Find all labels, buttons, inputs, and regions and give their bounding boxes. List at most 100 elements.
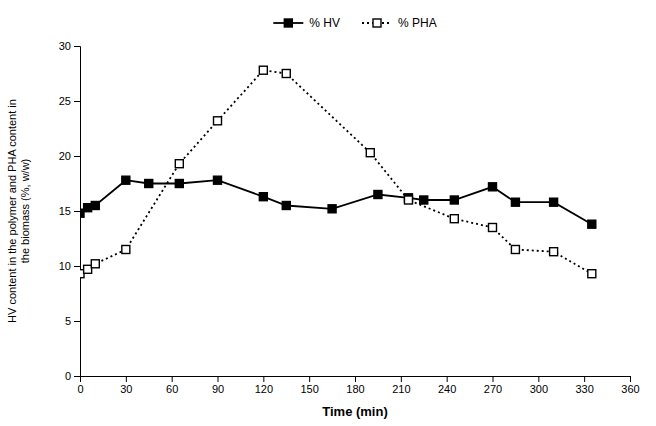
point xyxy=(511,198,519,206)
y-axis-title: HV content in the polymer and PHA conten… xyxy=(6,99,31,323)
y-axis-tick: 25 xyxy=(59,95,80,107)
point xyxy=(175,180,183,188)
x-axis-tick-label: 120 xyxy=(255,383,273,395)
y-axis-line xyxy=(74,47,81,377)
x-axis-tick-label: 150 xyxy=(300,383,318,395)
y-axis-tick: 0 xyxy=(65,370,80,382)
point xyxy=(84,204,92,212)
point xyxy=(420,196,428,204)
x-axis-tick-mark xyxy=(584,376,585,382)
y-axis-tick: 10 xyxy=(59,260,80,272)
y-axis-tick-mark xyxy=(74,211,80,212)
point xyxy=(489,224,497,232)
point xyxy=(404,196,412,204)
series-line xyxy=(80,70,592,274)
legend: % HV % PHA xyxy=(273,16,436,30)
x-axis-tick: 60 xyxy=(166,376,178,395)
plot-area: 0306090120150180210240270300330360051015… xyxy=(6,40,640,419)
legend-item: % HV xyxy=(273,16,340,30)
x-axis-tick: 0 xyxy=(77,376,83,395)
x-axis-tick: 360 xyxy=(621,376,639,395)
y-axis-tick-mark xyxy=(74,46,80,47)
legend-marker xyxy=(373,19,381,27)
y-axis-tick-label: 25 xyxy=(59,95,71,107)
y-axis-tick-label: 15 xyxy=(59,205,71,217)
point xyxy=(214,176,222,184)
point xyxy=(550,248,558,256)
point xyxy=(259,193,267,201)
y-axis-title-line: HV content in the polymer and PHA conten… xyxy=(6,99,18,323)
point xyxy=(588,270,596,278)
y-axis-tick: 15 xyxy=(59,205,80,217)
y-axis-tick-mark xyxy=(74,266,80,267)
y-axis-tick: 30 xyxy=(59,40,80,52)
point xyxy=(259,66,267,74)
y-axis-tick-mark xyxy=(74,101,80,102)
point xyxy=(175,160,183,168)
x-axis-tick: 270 xyxy=(484,376,502,395)
x-axis-tick-mark xyxy=(263,376,264,382)
x-axis-tick-mark xyxy=(126,376,127,382)
point xyxy=(122,246,130,254)
point xyxy=(511,246,519,254)
point xyxy=(282,202,290,210)
point xyxy=(588,220,596,228)
x-axis-tick-label: 330 xyxy=(575,383,593,395)
x-axis-tick: 330 xyxy=(575,376,593,395)
point xyxy=(84,265,92,273)
x-axis-tick-mark xyxy=(447,376,448,382)
y-axis-tick-label: 20 xyxy=(59,150,71,162)
point xyxy=(450,215,458,223)
x-axis-tick-label: 60 xyxy=(166,383,178,395)
point xyxy=(450,196,458,204)
x-axis-title: Time (min) xyxy=(322,404,388,419)
y-axis-tick-mark xyxy=(74,156,80,157)
y-axis-tick: 20 xyxy=(59,150,80,162)
x-axis-tick-label: 300 xyxy=(530,383,548,395)
point xyxy=(91,202,99,210)
point xyxy=(145,180,153,188)
x-axis-tick: 30 xyxy=(120,376,132,395)
y-axis-tick-label: 30 xyxy=(59,40,71,52)
legend-label: % HV xyxy=(309,16,340,30)
point xyxy=(374,191,382,199)
x-axis-tick-mark xyxy=(309,376,310,382)
point xyxy=(366,149,374,157)
point xyxy=(214,117,222,125)
x-axis-tick-mark xyxy=(218,376,219,382)
x-axis-line xyxy=(81,377,631,383)
x-axis-tick-label: 210 xyxy=(392,383,410,395)
point xyxy=(91,260,99,268)
y-axis-tick-mark xyxy=(74,376,80,377)
x-axis: 0306090120150180210240270300330360 xyxy=(77,376,639,395)
chart: 0306090120150180210240270300330360051015… xyxy=(0,0,656,426)
x-axis-tick-mark xyxy=(493,376,494,382)
point xyxy=(122,176,130,184)
marks xyxy=(80,66,596,278)
x-axis-tick-mark xyxy=(630,376,631,382)
x-axis-tick-mark xyxy=(172,376,173,382)
point xyxy=(550,198,558,206)
point xyxy=(489,183,497,191)
legend-label: % PHA xyxy=(398,16,437,30)
legend-item: % PHA xyxy=(362,16,437,30)
series-line xyxy=(80,180,592,224)
x-axis-tick: 90 xyxy=(212,376,224,395)
y-axis-tick-label: 0 xyxy=(65,370,71,382)
point xyxy=(282,70,290,78)
x-axis-tick: 180 xyxy=(346,376,364,395)
x-axis-tick: 150 xyxy=(300,376,318,395)
x-axis-tick-label: 30 xyxy=(120,383,132,395)
y-axis-tick: 5 xyxy=(65,315,80,327)
x-axis-tick-label: 360 xyxy=(621,383,639,395)
x-axis-tick-label: 270 xyxy=(484,383,502,395)
y-axis-tick-label: 10 xyxy=(59,260,71,272)
y-axis-title-line: the biomass (%, w/w) xyxy=(19,159,31,264)
x-axis-tick-label: 0 xyxy=(77,383,83,395)
x-axis-tick-mark xyxy=(355,376,356,382)
x-axis-tick-mark xyxy=(401,376,402,382)
x-axis-tick-label: 180 xyxy=(346,383,364,395)
legend-marker xyxy=(284,19,292,27)
x-axis-tick: 210 xyxy=(392,376,410,395)
y-axis-tick-label: 5 xyxy=(65,315,71,327)
